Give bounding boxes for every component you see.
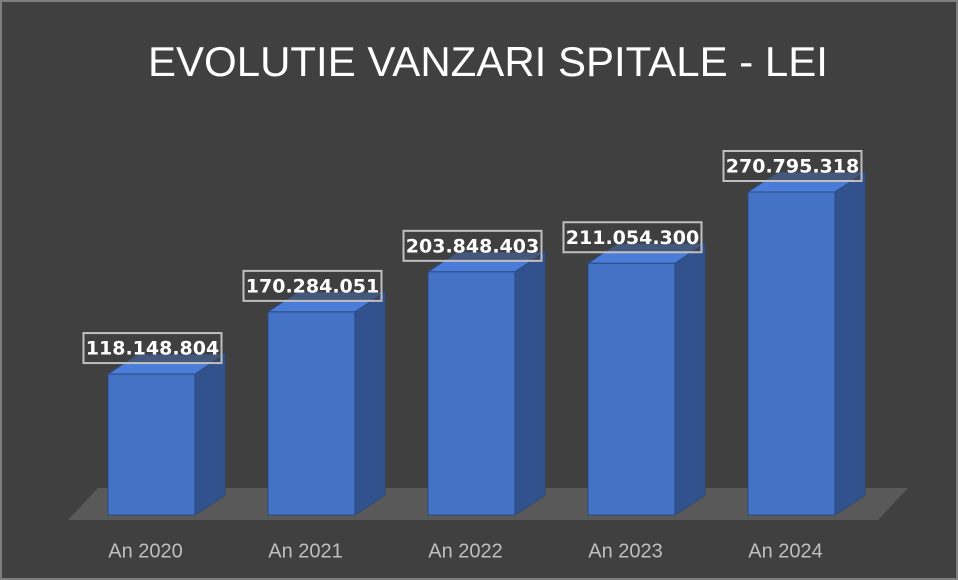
bar xyxy=(427,271,516,516)
value-label-box xyxy=(82,332,223,365)
value-label: 170.284.051 xyxy=(246,275,379,297)
x-tick-label: An 2021 xyxy=(268,540,343,562)
value-label-box xyxy=(402,229,543,262)
chart-title: EVOLUTIE VANZARI SPITALE - LEI xyxy=(148,38,828,85)
value-label-box xyxy=(242,269,383,302)
bar xyxy=(747,191,836,516)
bar-side xyxy=(514,250,546,516)
value-label: 118.148.804 xyxy=(86,338,219,360)
x-tick-label: An 2023 xyxy=(588,540,663,562)
value-label-box xyxy=(722,150,863,182)
bar-side xyxy=(354,290,386,516)
bar xyxy=(587,262,676,516)
value-label: 270.795.318 xyxy=(726,156,859,178)
bar-side xyxy=(194,353,226,516)
value-label: 211.054.300 xyxy=(566,227,699,249)
x-tick-label: An 2024 xyxy=(748,540,823,562)
bar xyxy=(267,311,356,516)
bar-side xyxy=(674,242,706,516)
value-label-box xyxy=(562,221,703,254)
value-label: 203.848.403 xyxy=(406,235,539,257)
x-tick-label: An 2022 xyxy=(428,540,503,562)
x-tick-label: An 2020 xyxy=(108,540,183,562)
bar xyxy=(107,373,196,516)
bar-side xyxy=(834,171,866,516)
